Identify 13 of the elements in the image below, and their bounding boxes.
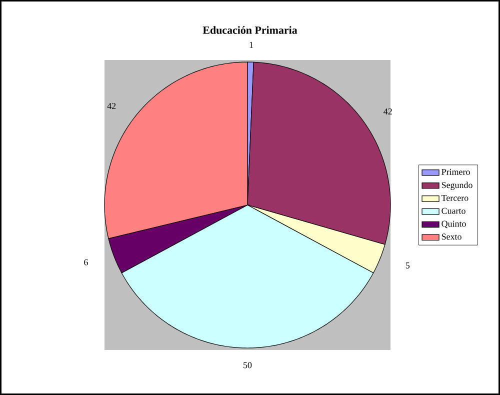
data-label: 42 xyxy=(384,108,392,114)
legend-label: Cuarto xyxy=(442,208,466,214)
data-label: 5 xyxy=(406,262,410,268)
data-label: 42 xyxy=(107,102,116,109)
legend-label: Quinto xyxy=(442,220,466,228)
data-label: 1 xyxy=(250,42,253,48)
legend-label: Segundo xyxy=(442,182,472,190)
chart-title: Educación Primaria xyxy=(202,26,298,34)
legend-label: Sexto xyxy=(442,234,462,240)
legend-label: Tercero xyxy=(441,195,468,201)
data-label: 50 xyxy=(244,362,252,368)
data-label: 6 xyxy=(84,259,88,266)
legend-label: Primero xyxy=(442,168,470,175)
